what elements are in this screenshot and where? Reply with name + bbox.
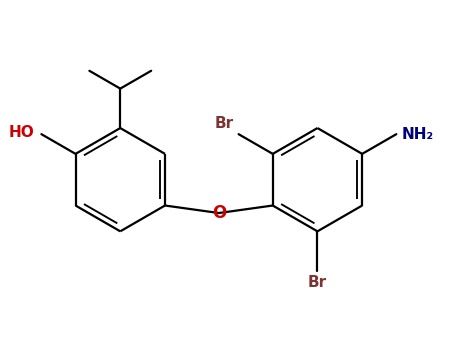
Text: Br: Br (215, 116, 234, 131)
Text: HO: HO (8, 125, 34, 140)
Text: NH₂: NH₂ (402, 127, 434, 142)
Text: Br: Br (308, 274, 327, 289)
Text: O: O (212, 204, 226, 222)
